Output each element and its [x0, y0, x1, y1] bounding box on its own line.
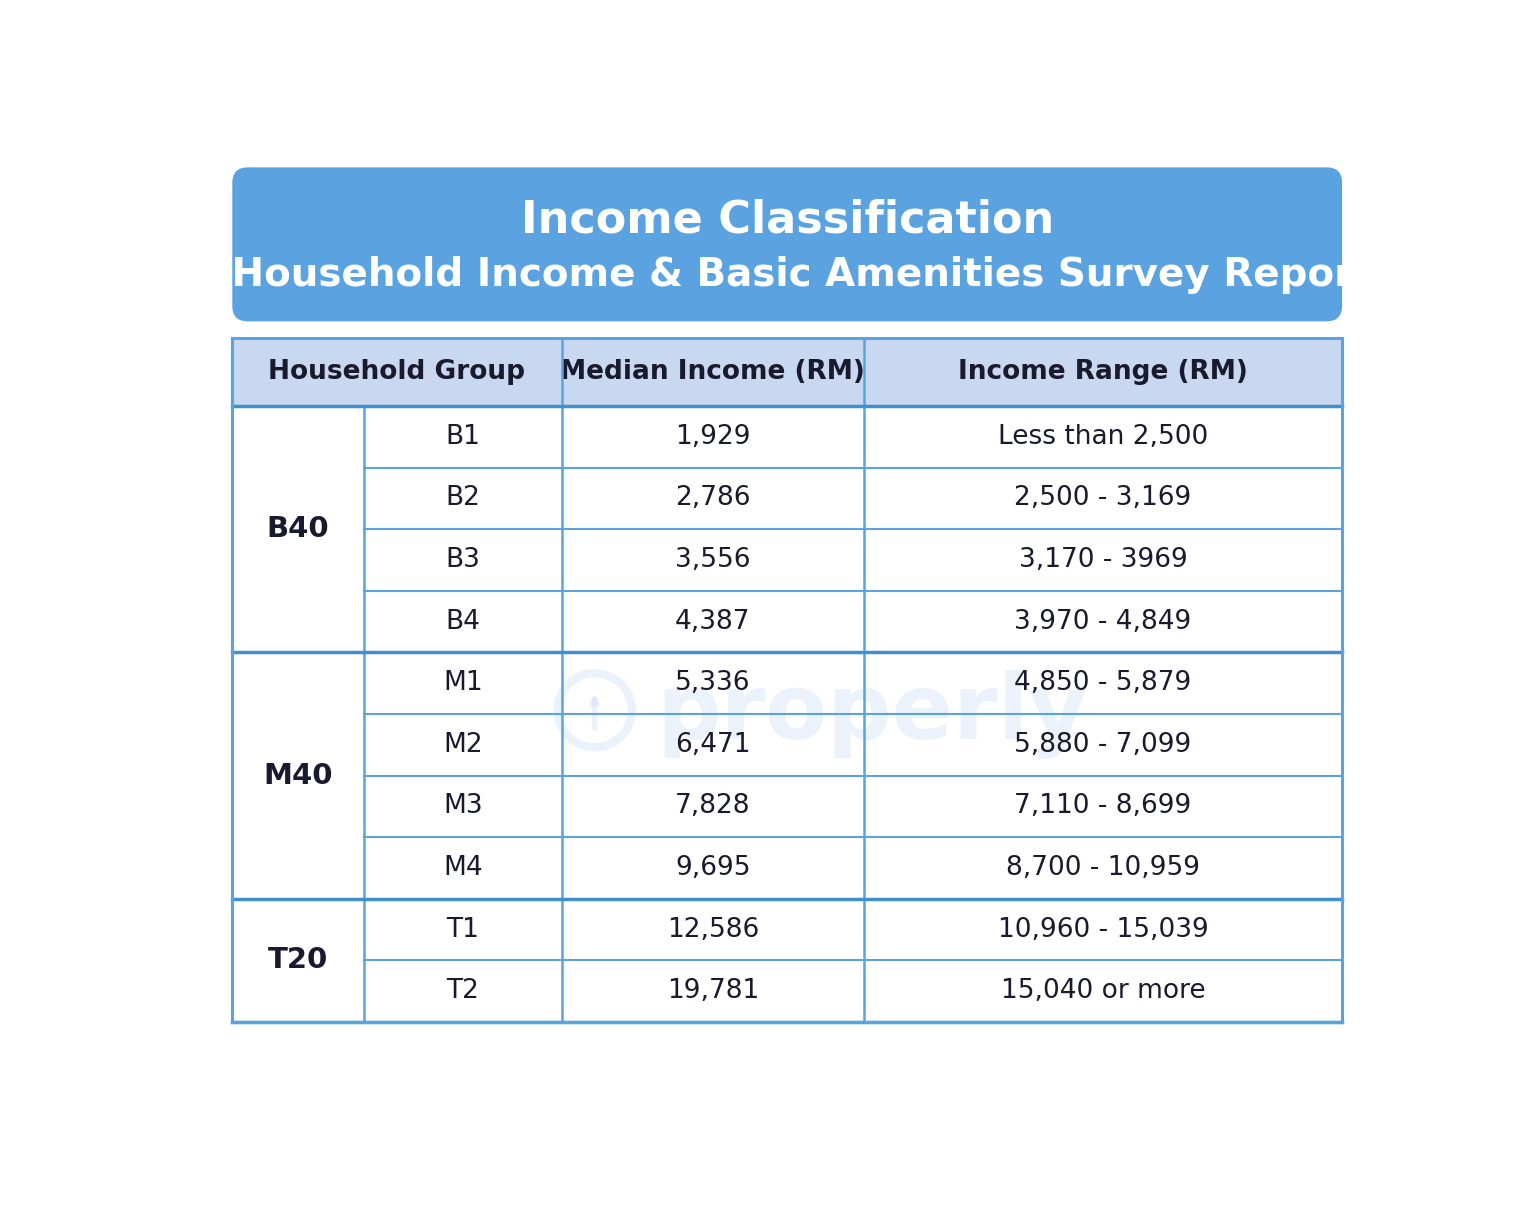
Text: 2,500 - 3,169: 2,500 - 3,169: [1014, 486, 1192, 512]
Text: Household Group: Household Group: [269, 360, 525, 385]
Text: T20: T20: [269, 946, 329, 974]
Text: 7,110 - 8,699: 7,110 - 8,699: [1014, 793, 1192, 819]
Text: B2: B2: [445, 486, 481, 512]
Text: 15,040 or more: 15,040 or more: [1000, 978, 1206, 1005]
Text: 3,170 - 3969: 3,170 - 3969: [1018, 547, 1187, 573]
Text: M1: M1: [442, 671, 482, 696]
Text: 12,586: 12,586: [667, 916, 759, 943]
Text: Income Classification: Income Classification: [521, 198, 1054, 242]
Text: properly: properly: [657, 669, 1087, 758]
Text: 10,960 - 15,039: 10,960 - 15,039: [998, 916, 1209, 943]
Text: 2,786: 2,786: [674, 486, 751, 512]
Text: M40: M40: [264, 762, 333, 790]
Text: B1: B1: [445, 424, 481, 450]
FancyBboxPatch shape: [232, 168, 1342, 321]
Text: 5,336: 5,336: [674, 671, 751, 696]
Text: M3: M3: [442, 793, 482, 819]
Text: 6,471: 6,471: [674, 731, 751, 758]
Text: 19,781: 19,781: [667, 978, 759, 1005]
Text: 8,700 - 10,959: 8,700 - 10,959: [1006, 855, 1200, 881]
Text: Median Income (RM): Median Income (RM): [561, 360, 865, 385]
Text: T2: T2: [447, 978, 479, 1005]
Text: 9,695: 9,695: [674, 855, 751, 881]
Text: B4: B4: [445, 609, 481, 634]
Text: 7,828: 7,828: [674, 793, 751, 819]
Text: 3,970 - 4,849: 3,970 - 4,849: [1014, 609, 1192, 634]
Text: 1,929: 1,929: [674, 424, 751, 450]
Text: M2: M2: [442, 731, 482, 758]
Text: 4,850 - 5,879: 4,850 - 5,879: [1014, 671, 1192, 696]
FancyBboxPatch shape: [232, 338, 1342, 406]
Text: M4: M4: [442, 855, 482, 881]
Text: 4,387: 4,387: [674, 609, 751, 634]
Text: T1: T1: [447, 916, 479, 943]
Text: (as per Household Income & Basic Amenities Survey Report 2019): (as per Household Income & Basic Ameniti…: [63, 256, 1511, 294]
Text: 5,880 - 7,099: 5,880 - 7,099: [1014, 731, 1192, 758]
Text: B3: B3: [445, 547, 481, 573]
FancyBboxPatch shape: [232, 406, 1342, 1022]
Text: Less than 2,500: Less than 2,500: [998, 424, 1209, 450]
Text: Income Range (RM): Income Range (RM): [958, 360, 1247, 385]
Text: 3,556: 3,556: [674, 547, 751, 573]
Text: B40: B40: [267, 515, 330, 543]
